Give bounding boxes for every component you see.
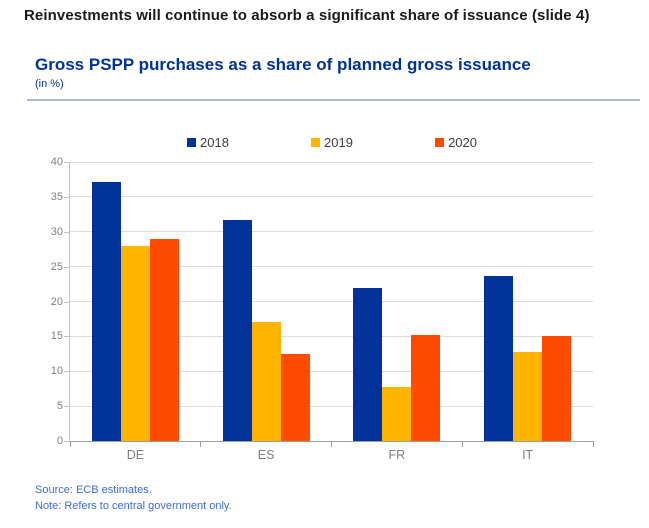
bar-2020-IT: [542, 336, 572, 441]
gridline-40: [70, 161, 593, 163]
bar-2019-DE: [120, 245, 150, 441]
slide-heading: Reinvestments will continue to absorb a …: [24, 7, 590, 24]
x-tick: [331, 442, 332, 447]
y-tick-label: 10: [50, 365, 63, 378]
bar-group-ES: [201, 162, 332, 441]
y-tick-label: 35: [50, 190, 63, 203]
y-tick-label: 30: [50, 225, 63, 238]
legend-label-2020: 2020: [448, 134, 477, 150]
title-divider-rule: [27, 99, 640, 101]
y-tick-10: [64, 371, 70, 373]
y-tick-0: [64, 441, 70, 442]
y-tick-label: 25: [50, 260, 63, 273]
gridline-30: [70, 231, 593, 233]
legend-item-2018: 2018: [187, 135, 229, 150]
bar-2020-ES: [280, 353, 310, 441]
y-tick-40: [64, 162, 70, 163]
y-tick-label: 0: [56, 435, 63, 447]
legend-swatch-2018: [187, 137, 196, 147]
bar-2019-ES: [251, 321, 281, 441]
legend-swatch-2020: [435, 137, 445, 147]
gridline-35: [70, 196, 593, 198]
y-tick-label: 5: [56, 400, 63, 413]
chart-legend: 2018 2019 2020: [187, 135, 477, 150]
legend-label-2018: 2018: [200, 134, 229, 150]
legend-label-2019: 2019: [324, 134, 353, 150]
y-tick-label: 40: [50, 156, 63, 168]
y-tick-35: [64, 196, 70, 198]
bar-2018-IT: [484, 275, 514, 441]
x-category-label-ES: ES: [257, 448, 275, 462]
legend-item-2020: 2020: [435, 135, 477, 150]
y-tick-25: [64, 266, 70, 268]
gridline-10: [70, 370, 593, 372]
y-tick-label: 15: [50, 330, 63, 343]
y-tick-30: [64, 231, 70, 233]
x-tick: [69, 442, 71, 447]
x-tick: [592, 442, 594, 447]
note-text: Note: Refers to central government only.: [35, 500, 232, 512]
bar-2020-FR: [411, 334, 441, 441]
gridline-5: [70, 405, 593, 407]
x-tick: [200, 442, 202, 447]
bar-group-DE: [70, 162, 201, 441]
gridline-20: [70, 301, 593, 302]
x-category-label-IT: IT: [522, 448, 534, 462]
bar-2019-FR: [382, 386, 412, 441]
plot-area: [70, 161, 593, 441]
bar-2018-FR: [353, 288, 383, 441]
y-tick-15: [64, 336, 70, 338]
chart-title: Gross PSPP purchases as a share of plann…: [35, 55, 531, 74]
gridline-25: [70, 266, 593, 268]
source-text: Source: ECB estimates.: [35, 484, 152, 496]
x-axis-line: [66, 441, 594, 442]
x-category-label-DE: DE: [126, 448, 145, 462]
legend-swatch-2019: [311, 137, 321, 147]
bar-2018-ES: [222, 219, 252, 441]
bar-2020-DE: [149, 238, 179, 441]
gridline-15: [70, 335, 593, 337]
x-tick: [461, 442, 463, 447]
bar-2018-DE: [91, 181, 121, 441]
bar-2019-IT: [513, 352, 543, 441]
bar-group-FR: [332, 162, 463, 441]
x-category-label-FR: FR: [388, 448, 406, 462]
y-tick-20: [64, 301, 70, 303]
y-tick-label: 20: [50, 295, 63, 308]
chart-unit-subtitle: (in %): [35, 78, 64, 90]
legend-item-2019: 2019: [311, 135, 353, 150]
bar-group-IT: [462, 162, 593, 441]
y-tick-5: [64, 406, 70, 408]
